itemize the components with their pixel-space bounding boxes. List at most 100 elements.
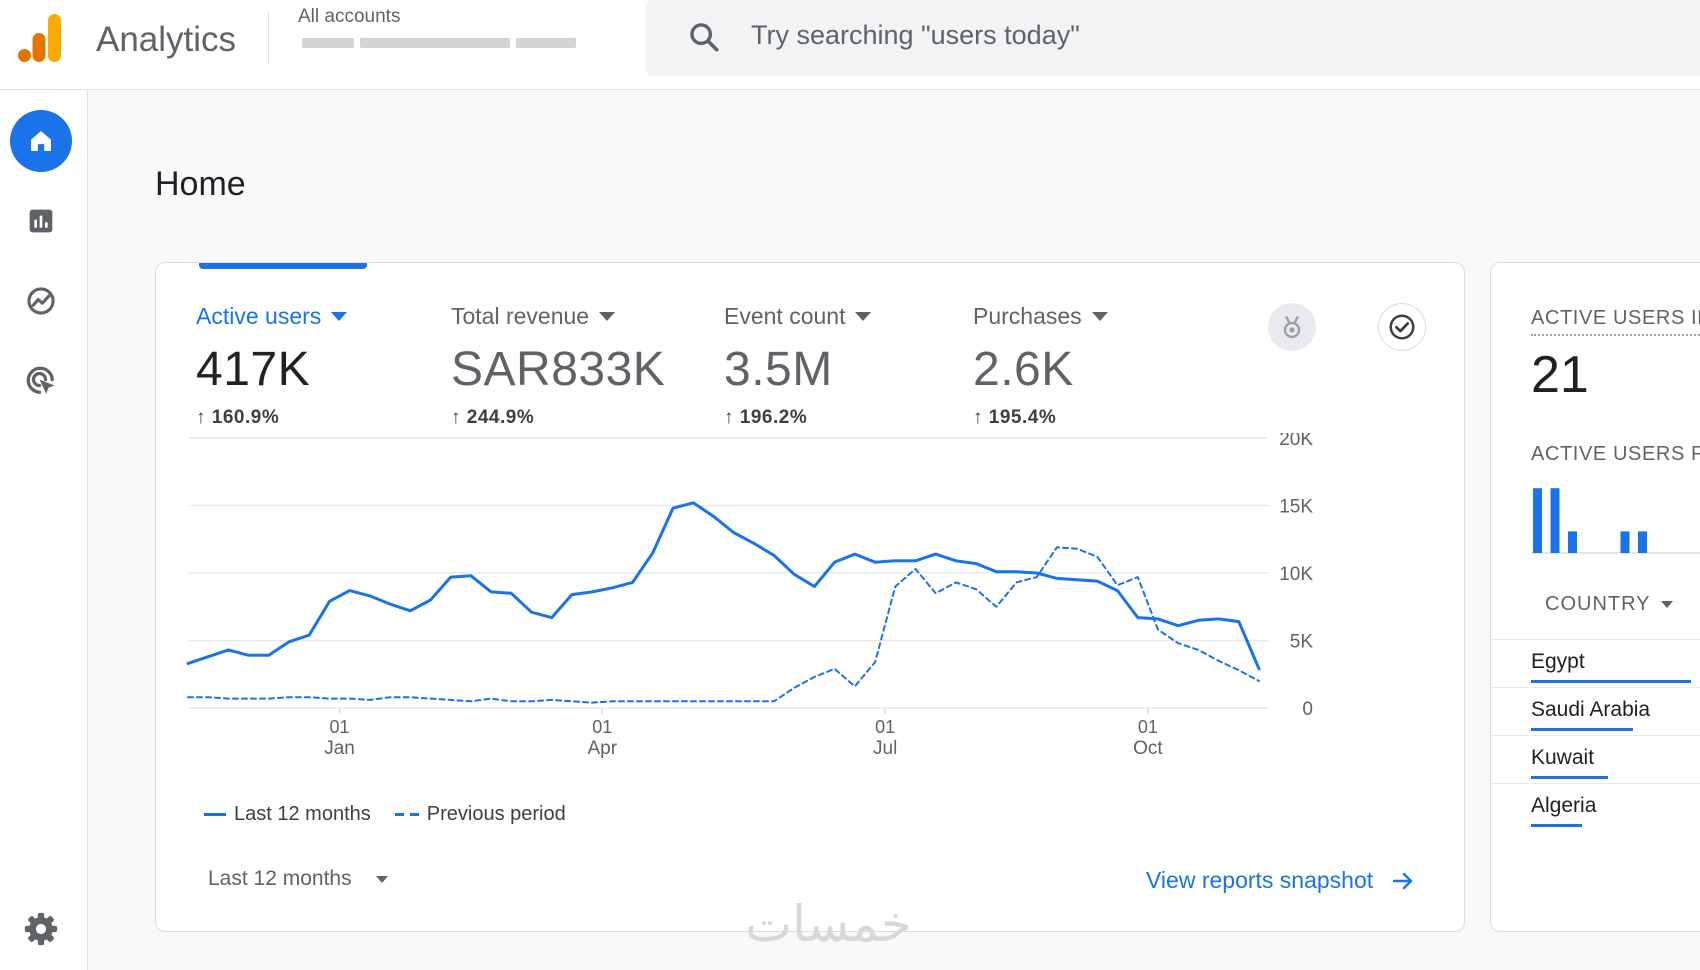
link-label: View reports snapshot [1146,867,1374,893]
arrow-up-icon: ↑ [973,407,983,428]
metric-change: 195.4% [988,407,1057,428]
metric-change: 196.2% [739,407,808,428]
country-share-bar [1531,680,1691,683]
legend-previous-label: Previous period [426,803,566,825]
x-tick-month-label: Jan [324,738,355,759]
y-tick-label: 20K [1279,433,1313,450]
minute-bar [1638,531,1647,553]
nav-reports[interactable] [10,190,72,252]
metric-value: SAR833K [451,343,666,396]
minute-bar [1620,531,1630,553]
metric-active-users[interactable]: Active users 417K ↑ 160.9% [196,303,348,429]
arrow-up-icon: ↑ [196,407,206,428]
property-selector[interactable] [302,34,594,52]
realtime-subtitle: ACTIVE USERS PE [1531,443,1700,465]
minute-bar [1568,531,1577,553]
goals-check-button[interactable] [1378,303,1426,351]
top-bar: Analytics All accounts Try searching "us… [0,0,1700,90]
country-share-bar [1531,824,1582,827]
metric-purchases[interactable]: Purchases 2.6K ↑ 195.4% [973,303,1108,429]
title-divider [268,12,269,64]
search-input[interactable]: Try searching "users today" [751,20,1080,50]
arrow-up-icon: ↑ [724,407,734,428]
metric-value: 417K [196,343,311,396]
nav-explore[interactable] [10,270,72,332]
country-row: Saudi Arabia [1491,687,1700,735]
nav-settings[interactable] [10,898,72,960]
country-header: COUNTRY [1545,593,1651,615]
view-reports-snapshot-link[interactable]: View reports snapshot [1146,867,1415,894]
home-icon [31,131,51,151]
caret-down-icon [375,875,388,883]
x-tick-day-label: 01 [1138,717,1158,737]
country-row: Kuwait [1491,735,1700,783]
y-tick-label: 10K [1279,564,1313,585]
app-title: Analytics [96,20,237,59]
insights-button[interactable] [1268,303,1316,351]
metric-event-count[interactable]: Event count 3.5M ↑ 196.2% [724,303,872,429]
reports-icon [29,209,53,233]
metric-total-revenue[interactable]: Total revenue SAR833K ↑ 244.9% [451,303,665,429]
country-name: Algeria [1531,794,1597,817]
legend-solid-swatch [204,813,226,816]
legend-dashed-swatch [394,813,419,816]
caret-down-icon[interactable] [599,312,616,321]
caret-down-icon[interactable] [1091,312,1108,321]
realtime-title[interactable]: ACTIVE USERS IN [1531,307,1700,336]
active-metric-indicator [199,263,367,269]
settings-icon [24,912,58,946]
country-name: Kuwait [1531,746,1595,769]
check-circle-icon [1389,314,1415,340]
x-tick-day-label: 01 [875,717,895,737]
overview-card: Active users 417K ↑ 160.9% Total revenue… [155,262,1465,932]
country-dropdown[interactable]: COUNTRY [1545,593,1673,616]
x-tick-month-label: Oct [1133,738,1163,759]
account-selector[interactable]: All accounts [298,6,401,27]
caret-down-icon[interactable] [331,312,348,321]
metric-label: Event count [724,303,846,329]
chart-legend: Last 12 months Previous period [204,803,566,826]
explore-icon [27,287,55,315]
last-12-months-line [186,501,1261,671]
country-share-bar [1531,728,1633,731]
country-name: Egypt [1531,650,1585,673]
previous-period-line [187,546,1260,704]
realtime-card: ACTIVE USERS IN 21 ACTIVE USERS PE COUNT… [1490,262,1700,932]
x-tick-day-label: 01 [330,717,350,737]
caret-down-icon[interactable] [855,312,872,321]
x-tick-month-label: Apr [587,738,617,759]
minute-bar [1533,488,1542,553]
watermark-logo: خمسات [745,896,912,952]
realtime-value: 21 [1531,346,1589,404]
search-bar[interactable]: Try searching "users today" [645,0,1700,76]
date-range-dropdown[interactable]: Last 12 months [208,867,388,891]
legend-current-label: Last 12 months [234,803,371,825]
metric-label: Total revenue [451,303,590,329]
advertising-icon [26,366,55,394]
metric-change: 244.9% [466,407,535,428]
metric-label: Active users [196,303,322,329]
x-tick-day-label: 01 [592,717,612,737]
nav-advertising[interactable] [10,350,72,412]
nav-home[interactable] [10,110,72,172]
search-icon [690,23,719,52]
country-row: Egypt [1491,639,1700,687]
analytics-logo-icon[interactable] [18,12,66,64]
y-tick-label: 5K [1290,632,1314,653]
date-range-label: Last 12 months [208,867,352,890]
country-name: Saudi Arabia [1531,698,1651,721]
insights-badge-icon [1283,315,1301,339]
arrow-up-icon: ↑ [451,407,461,428]
x-tick-month-label: Jul [873,738,897,759]
active-users-per-minute-chart [1531,488,1700,554]
metric-label: Purchases [973,303,1082,329]
arrow-right-icon [1392,872,1413,889]
y-tick-label: 0 [1302,699,1313,720]
country-row: Algeria [1491,783,1700,831]
metric-value: 3.5M [724,343,833,396]
page-title: Home [155,165,246,203]
minute-bar [1550,488,1560,553]
y-tick-label: 15K [1279,497,1313,518]
metric-value: 2.6K [973,343,1074,396]
